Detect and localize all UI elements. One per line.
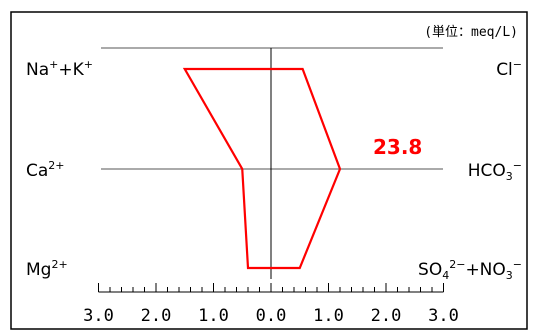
anion-label-2: SO42−+NO3− [418,258,522,282]
unit-label: (単位：meq/L) [424,24,518,40]
cation-labels: Na++K+ Ca2+ Mg2+ [26,58,93,280]
gridlines [101,47,443,279]
tick-label: 0.0 [256,306,287,326]
hexadiagram-polygon [182,67,342,270]
tick-label: 1.0 [313,306,344,326]
tick-label: 1.0 [198,306,229,326]
chart-frame [10,11,528,330]
anion-label-0: Cl− [496,58,522,80]
cation-label-2: Mg2+ [26,258,68,280]
cation-label-1: Ca2+ [26,159,65,181]
anion-label-1: HCO3− [468,159,522,183]
x-axis: 3.0 2.0 1.0 0.0 1.0 2.0 3.0 [83,283,459,326]
tick-label: 2.0 [141,306,172,326]
hexadiagram-polygon-layer [182,67,342,270]
tick-label: 2.0 [371,306,402,326]
anion-labels: Cl− HCO3− SO42−+NO3− [418,58,522,282]
total-value-label: 23.8 [373,135,422,159]
tick-label: 3.0 [83,306,114,326]
tick-label: 3.0 [428,306,459,326]
cation-label-0: Na++K+ [26,58,93,80]
